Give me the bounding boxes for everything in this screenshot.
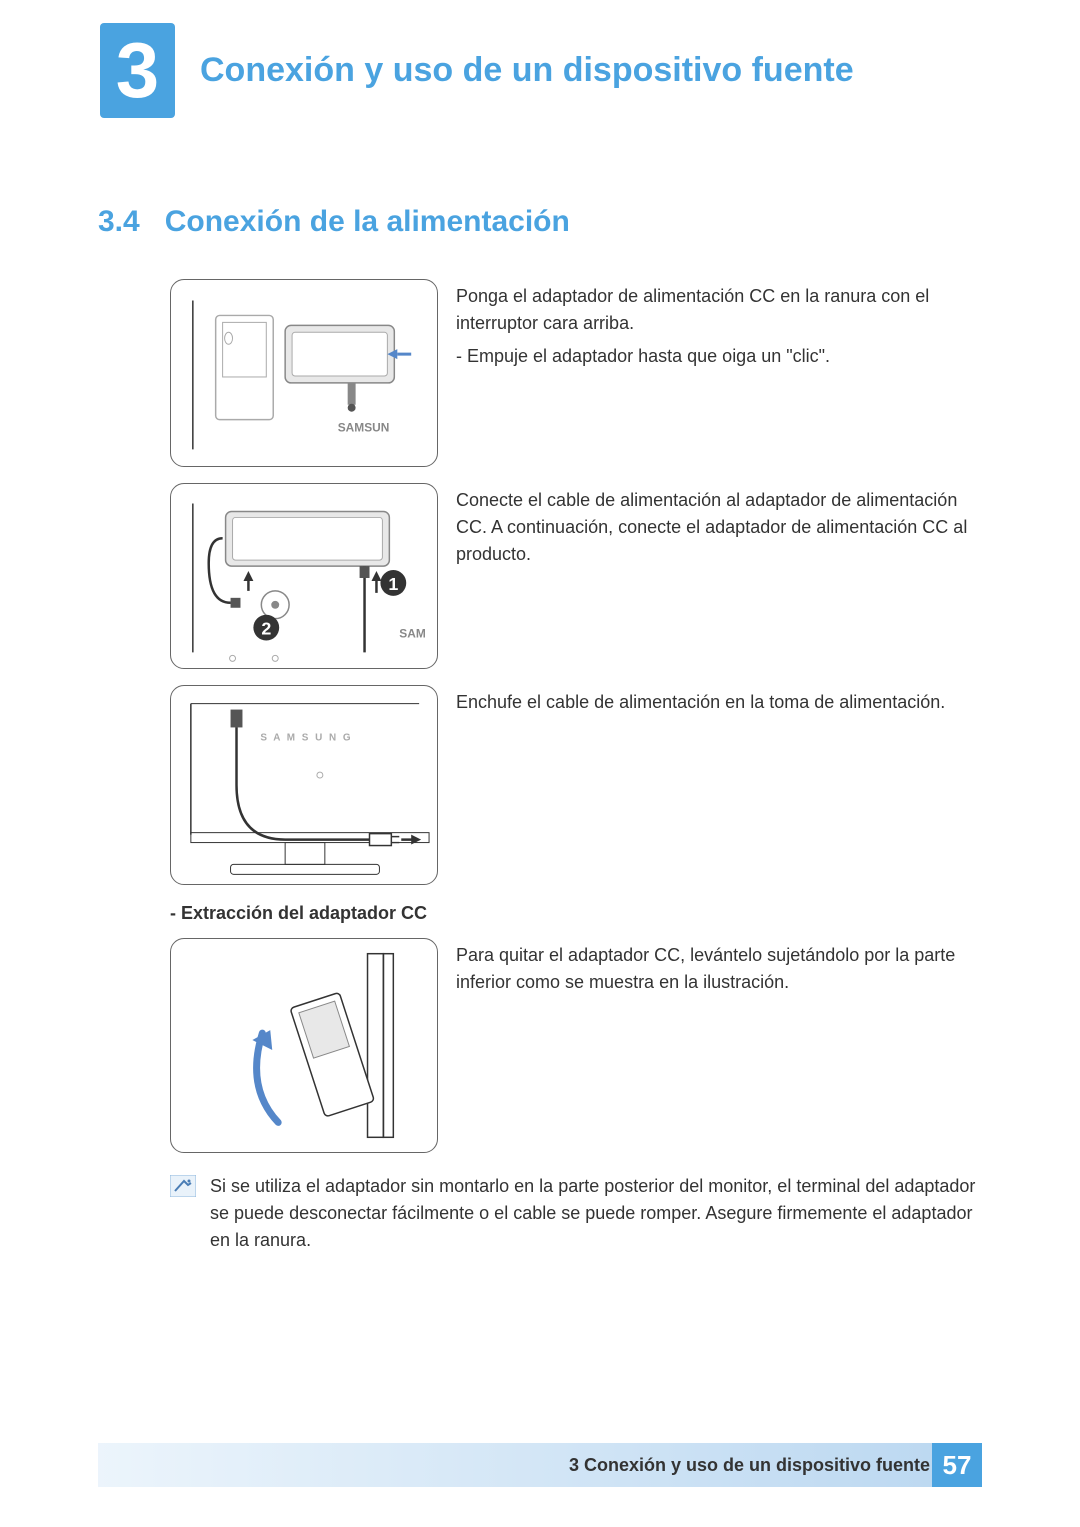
illustration-svg-4 (171, 938, 437, 1153)
note-row: Si se utiliza el adaptador sin montarlo … (170, 1173, 980, 1254)
step-text-sub: - Empuje el adaptador hasta que oiga un … (456, 343, 980, 370)
svg-text:S A M S U N G: S A M S U N G (260, 732, 352, 743)
section-title: Conexión de la alimentación (165, 205, 570, 238)
step-row: 1 2 SAM (170, 483, 980, 669)
chapter-header: 3 Conexión y uso de un dispositivo fuent… (0, 0, 1080, 120)
svg-text:SAMSUN: SAMSUN (338, 421, 390, 435)
subheading: - Extracción del adaptador CC (170, 903, 980, 924)
removal-text: Para quitar el adaptador CC, levántelo s… (456, 942, 980, 996)
step-text: Para quitar el adaptador CC, levántelo s… (456, 938, 980, 1153)
step-illustration (170, 938, 438, 1153)
step-illustration: SAMSUN (170, 279, 438, 467)
note-icon (170, 1175, 196, 1197)
step-illustration: 1 2 SAM (170, 483, 438, 669)
note-text: Si se utiliza el adaptador sin montarlo … (210, 1173, 980, 1254)
step-text: Ponga el adaptador de alimentación CC en… (456, 279, 980, 467)
chapter-title: Conexión y uso de un dispositivo fuente (200, 51, 854, 90)
step-text-main: Enchufe el cable de alimentación en la t… (456, 689, 980, 716)
page-number: 57 (932, 1443, 982, 1487)
svg-text:2: 2 (261, 619, 271, 639)
page-footer: 3 Conexión y uso de un dispositivo fuent… (0, 1443, 1080, 1487)
section-number: 3.4 (98, 205, 140, 238)
illustration-svg-3: S A M S U N G (171, 685, 437, 885)
step-row: S A M S U N G Enchufe el cable de alimen… (170, 685, 980, 885)
step-text-main: Conecte el cable de alimentación al adap… (456, 487, 980, 568)
section-heading: 3.4 Conexión de la alimentación (98, 205, 1080, 239)
removal-row: Para quitar el adaptador CC, levántelo s… (170, 938, 980, 1153)
svg-text:1: 1 (388, 574, 398, 594)
step-text: Conecte el cable de alimentación al adap… (456, 483, 980, 669)
content-area: SAMSUN Ponga el adaptador de alimentació… (0, 279, 1080, 1254)
step-illustration: S A M S U N G (170, 685, 438, 885)
svg-text:SAM: SAM (399, 627, 426, 641)
step-text-main: Ponga el adaptador de alimentación CC en… (456, 283, 980, 337)
illustration-svg-2: 1 2 SAM (171, 483, 437, 669)
chapter-number-badge: 3 (100, 23, 175, 118)
step-row: SAMSUN Ponga el adaptador de alimentació… (170, 279, 980, 467)
step-text: Enchufe el cable de alimentación en la t… (456, 685, 980, 885)
footer-chapter-text: 3 Conexión y uso de un dispositivo fuent… (569, 1443, 930, 1487)
illustration-svg-1: SAMSUN (171, 280, 437, 466)
manual-page: 3 Conexión y uso de un dispositivo fuent… (0, 0, 1080, 1527)
